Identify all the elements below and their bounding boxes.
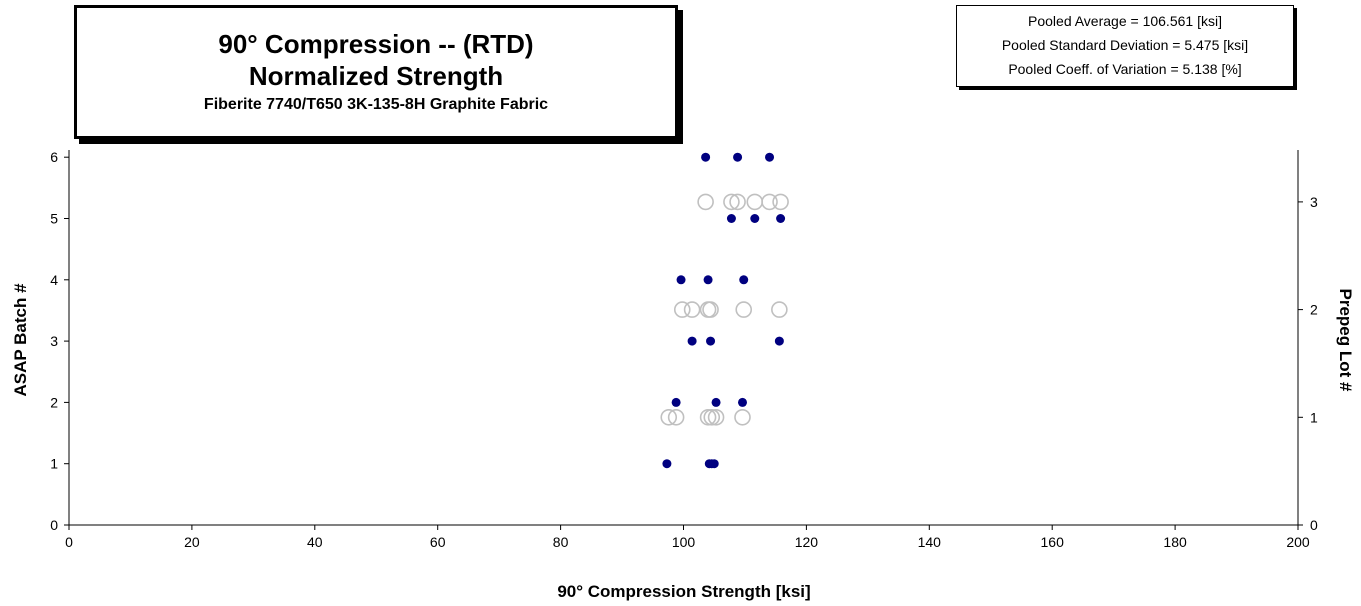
x-tick-label: 40 bbox=[307, 534, 323, 550]
prepreg-lot-point bbox=[761, 193, 778, 211]
y2-axis-title: Prepeg Lot # bbox=[1336, 289, 1355, 393]
y2-tick-label: 2 bbox=[1310, 302, 1318, 318]
pooled-cov: Pooled Coeff. of Variation = 5.138 [%] bbox=[1008, 61, 1242, 77]
chart-title: 90° Compression -- (RTD) bbox=[218, 29, 534, 59]
asap-batch-point bbox=[776, 214, 786, 223]
y2-tick-label: 0 bbox=[1310, 517, 1318, 533]
chart-title-box: 90° Compression -- (RTD) Normalized Stre… bbox=[74, 5, 678, 139]
prepreg-lot-point bbox=[699, 408, 717, 426]
x-tick-label: 120 bbox=[795, 534, 819, 550]
pooled-average: Pooled Average = 106.561 [ksi] bbox=[1028, 13, 1222, 29]
prepreg-lot-point bbox=[729, 193, 746, 211]
prepreg-lot-point bbox=[723, 193, 740, 211]
chart-marks bbox=[660, 152, 789, 469]
prepreg-lot-point bbox=[667, 408, 685, 426]
y2-tick-label: 3 bbox=[1310, 194, 1318, 210]
pooled-std-dev: Pooled Standard Deviation = 5.475 [ksi] bbox=[1001, 37, 1249, 53]
y-tick-label: 0 bbox=[50, 517, 58, 533]
asap-batch-point bbox=[703, 275, 713, 285]
asap-batch-point bbox=[750, 214, 760, 223]
asap-batch-point bbox=[701, 152, 711, 162]
y-tick-label: 6 bbox=[50, 149, 58, 165]
asap-batch-point bbox=[711, 397, 721, 407]
y2-tick-label: 1 bbox=[1310, 409, 1318, 425]
y-axis-title: ASAP Batch # bbox=[11, 283, 30, 397]
prepreg-lot-point bbox=[735, 301, 753, 318]
asap-batch-point bbox=[726, 214, 736, 223]
asap-batch-point bbox=[662, 459, 672, 469]
prepreg-lot-point bbox=[660, 408, 678, 426]
x-tick-label: 0 bbox=[65, 534, 73, 550]
asap-batch-point bbox=[671, 397, 681, 407]
x-tick-label: 100 bbox=[672, 534, 696, 550]
x-tick-label: 200 bbox=[1286, 534, 1310, 550]
x-tick-label: 180 bbox=[1163, 534, 1187, 550]
prepreg-lot-point bbox=[683, 301, 701, 318]
asap-batch-point bbox=[739, 275, 749, 285]
asap-batch-point bbox=[765, 152, 775, 162]
asap-batch-point bbox=[706, 336, 716, 346]
chart-subtitle: Normalized Strength bbox=[248, 61, 504, 91]
asap-batch-point bbox=[676, 275, 686, 285]
pooled-stats-box: Pooled Average = 106.561 [ksi] Pooled St… bbox=[956, 5, 1294, 87]
y-tick-label: 3 bbox=[50, 333, 58, 349]
asap-batch-point bbox=[774, 336, 784, 346]
y-tick-label: 1 bbox=[50, 456, 58, 472]
prepreg-lot-point bbox=[673, 301, 691, 318]
asap-batch-point bbox=[733, 152, 743, 162]
x-tick-label: 60 bbox=[430, 534, 446, 550]
material-label: Fiberite 7740/T650 3K-135-8H Graphite Fa… bbox=[203, 96, 549, 113]
x-tick-label: 160 bbox=[1041, 534, 1065, 550]
asap-batch-point bbox=[687, 336, 697, 346]
prepreg-lot-point bbox=[703, 408, 721, 426]
prepreg-lot-point bbox=[702, 301, 719, 318]
prepreg-lot-point bbox=[771, 301, 788, 318]
x-tick-label: 80 bbox=[553, 534, 569, 550]
asap-batch-point bbox=[709, 459, 719, 469]
asap-batch-point bbox=[737, 397, 747, 407]
prepreg-lot-point bbox=[707, 408, 725, 426]
y-tick-label: 4 bbox=[50, 272, 58, 288]
prepreg-lot-point bbox=[746, 193, 764, 211]
x-axis-title: 90° Compression Strength [ksi] bbox=[557, 582, 810, 601]
x-tick-label: 140 bbox=[918, 534, 942, 550]
y-tick-label: 2 bbox=[50, 394, 58, 410]
prepreg-lot-point bbox=[697, 193, 714, 211]
y-tick-label: 5 bbox=[50, 211, 58, 227]
prepreg-lot-point bbox=[734, 408, 751, 426]
x-tick-label: 20 bbox=[184, 534, 200, 550]
prepreg-lot-point bbox=[772, 193, 789, 211]
